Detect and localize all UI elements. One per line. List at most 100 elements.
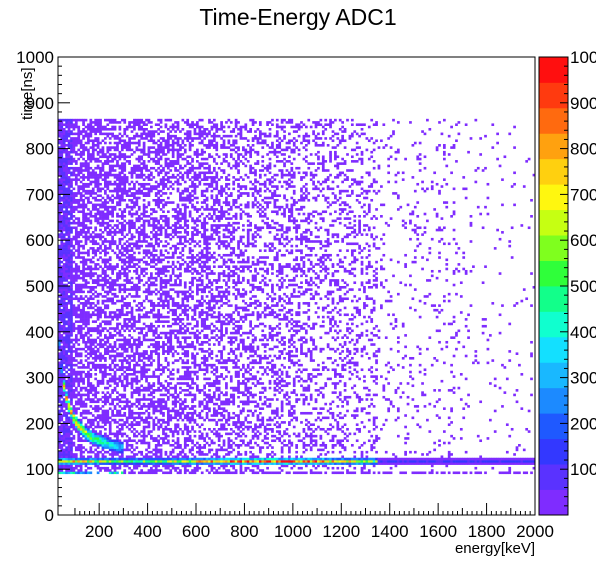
heatmap-cell [84, 125, 88, 129]
heatmap-cell [111, 292, 114, 296]
heatmap-cell [99, 466, 102, 470]
heatmap-cell [67, 297, 71, 301]
heatmap-cell [116, 437, 119, 440]
heatmap-cell [152, 334, 156, 337]
heatmap-cell [179, 224, 182, 227]
heatmap-cell [120, 260, 124, 264]
heatmap-cell [58, 466, 61, 470]
heatmap-cell [164, 304, 168, 307]
heatmap-cell [133, 402, 136, 406]
heatmap-cell [94, 132, 98, 136]
heatmap-cell [174, 441, 177, 445]
heatmap-cell [152, 469, 156, 472]
heatmap-cell [188, 260, 192, 264]
heatmap-cell [96, 318, 100, 321]
heatmap-cell [183, 292, 187, 296]
heatmap-cell [130, 457, 134, 461]
heatmap-cell [87, 258, 90, 262]
heatmap-cell [79, 427, 83, 431]
heatmap-cell [181, 450, 185, 454]
heatmap-cell [162, 148, 165, 152]
heatmap-cell [186, 304, 190, 307]
heatmap-cell [113, 125, 117, 129]
heatmap-cell [125, 240, 129, 243]
heatmap-cell [101, 205, 105, 209]
heatmap-cell [106, 460, 110, 463]
heatmap-cell [70, 377, 73, 381]
heatmap-cell [99, 210, 102, 214]
heatmap-cell [125, 441, 129, 445]
heatmap-cell [70, 379, 73, 383]
heatmap-cell [87, 356, 90, 360]
heatmap-cell [147, 130, 151, 133]
heatmap-cell [157, 198, 160, 202]
heatmap-cell [120, 453, 124, 456]
heatmap-cell [181, 215, 185, 218]
heatmap-cell [188, 421, 192, 424]
heatmap-cell [133, 137, 136, 140]
heatmap-cell [174, 455, 177, 459]
heatmap-cell [77, 324, 81, 328]
heatmap-cell [58, 389, 61, 392]
heatmap-cell [176, 139, 180, 143]
heatmap-cell [140, 150, 144, 154]
heatmap-cell [101, 240, 105, 243]
heatmap-cell [118, 137, 122, 140]
heatmap-cell [65, 322, 68, 326]
heatmap-cell [135, 173, 139, 177]
heatmap-cell [108, 233, 112, 236]
heatmap-cell [91, 171, 95, 175]
heatmap-cell [79, 395, 83, 399]
heatmap-cell [113, 157, 117, 161]
heatmap-cell [89, 155, 93, 159]
heatmap-cell [113, 295, 117, 298]
heatmap-cell [62, 448, 66, 452]
heatmap-cell [106, 292, 110, 296]
heatmap-cell [84, 324, 88, 328]
heatmap-cell [65, 464, 68, 468]
heatmap-cell [96, 130, 100, 133]
heatmap-cell [116, 368, 119, 372]
heatmap-cell [99, 306, 102, 310]
heatmap-cell [118, 462, 122, 465]
heatmap-cell [111, 194, 114, 197]
heatmap-cell [188, 288, 192, 291]
heatmap-cell [113, 464, 117, 468]
heatmap-cell [62, 215, 66, 218]
heatmap-cell [176, 189, 180, 193]
heatmap-cell [113, 444, 117, 447]
heatmap-cell [186, 224, 190, 227]
heatmap-cell [118, 249, 122, 252]
heatmap-cell [181, 311, 185, 314]
heatmap-cell [159, 407, 163, 410]
heatmap-cell [58, 180, 61, 184]
heatmap-cell [133, 460, 136, 463]
heatmap-cell [70, 157, 73, 161]
heatmap-cell [58, 400, 61, 404]
heatmap-cell [135, 132, 139, 136]
heatmap-cell [125, 460, 129, 463]
heatmap-cell [74, 375, 78, 378]
heatmap-cell [145, 379, 148, 383]
heatmap-cell [142, 164, 146, 168]
heatmap-cell [174, 405, 177, 408]
heatmap-cell [101, 441, 105, 445]
heatmap-cell [108, 427, 112, 431]
heatmap-cell [67, 430, 71, 433]
heatmap-cell [159, 144, 163, 147]
heatmap-cell [142, 198, 146, 202]
heatmap-cell [65, 361, 68, 365]
heatmap-cell [72, 327, 76, 330]
heatmap-cell [60, 356, 64, 360]
heatmap-cell [94, 350, 98, 353]
heatmap-cell [145, 169, 148, 172]
heatmap-cell [166, 132, 170, 136]
heatmap-cell [74, 327, 78, 330]
heatmap-cell [106, 373, 110, 376]
heatmap-cell [67, 125, 71, 129]
heatmap-cell [77, 219, 81, 223]
heatmap-cell [65, 125, 68, 129]
heatmap-cell [106, 201, 110, 204]
heatmap-cell [179, 272, 182, 275]
heatmap-cell [79, 334, 83, 337]
